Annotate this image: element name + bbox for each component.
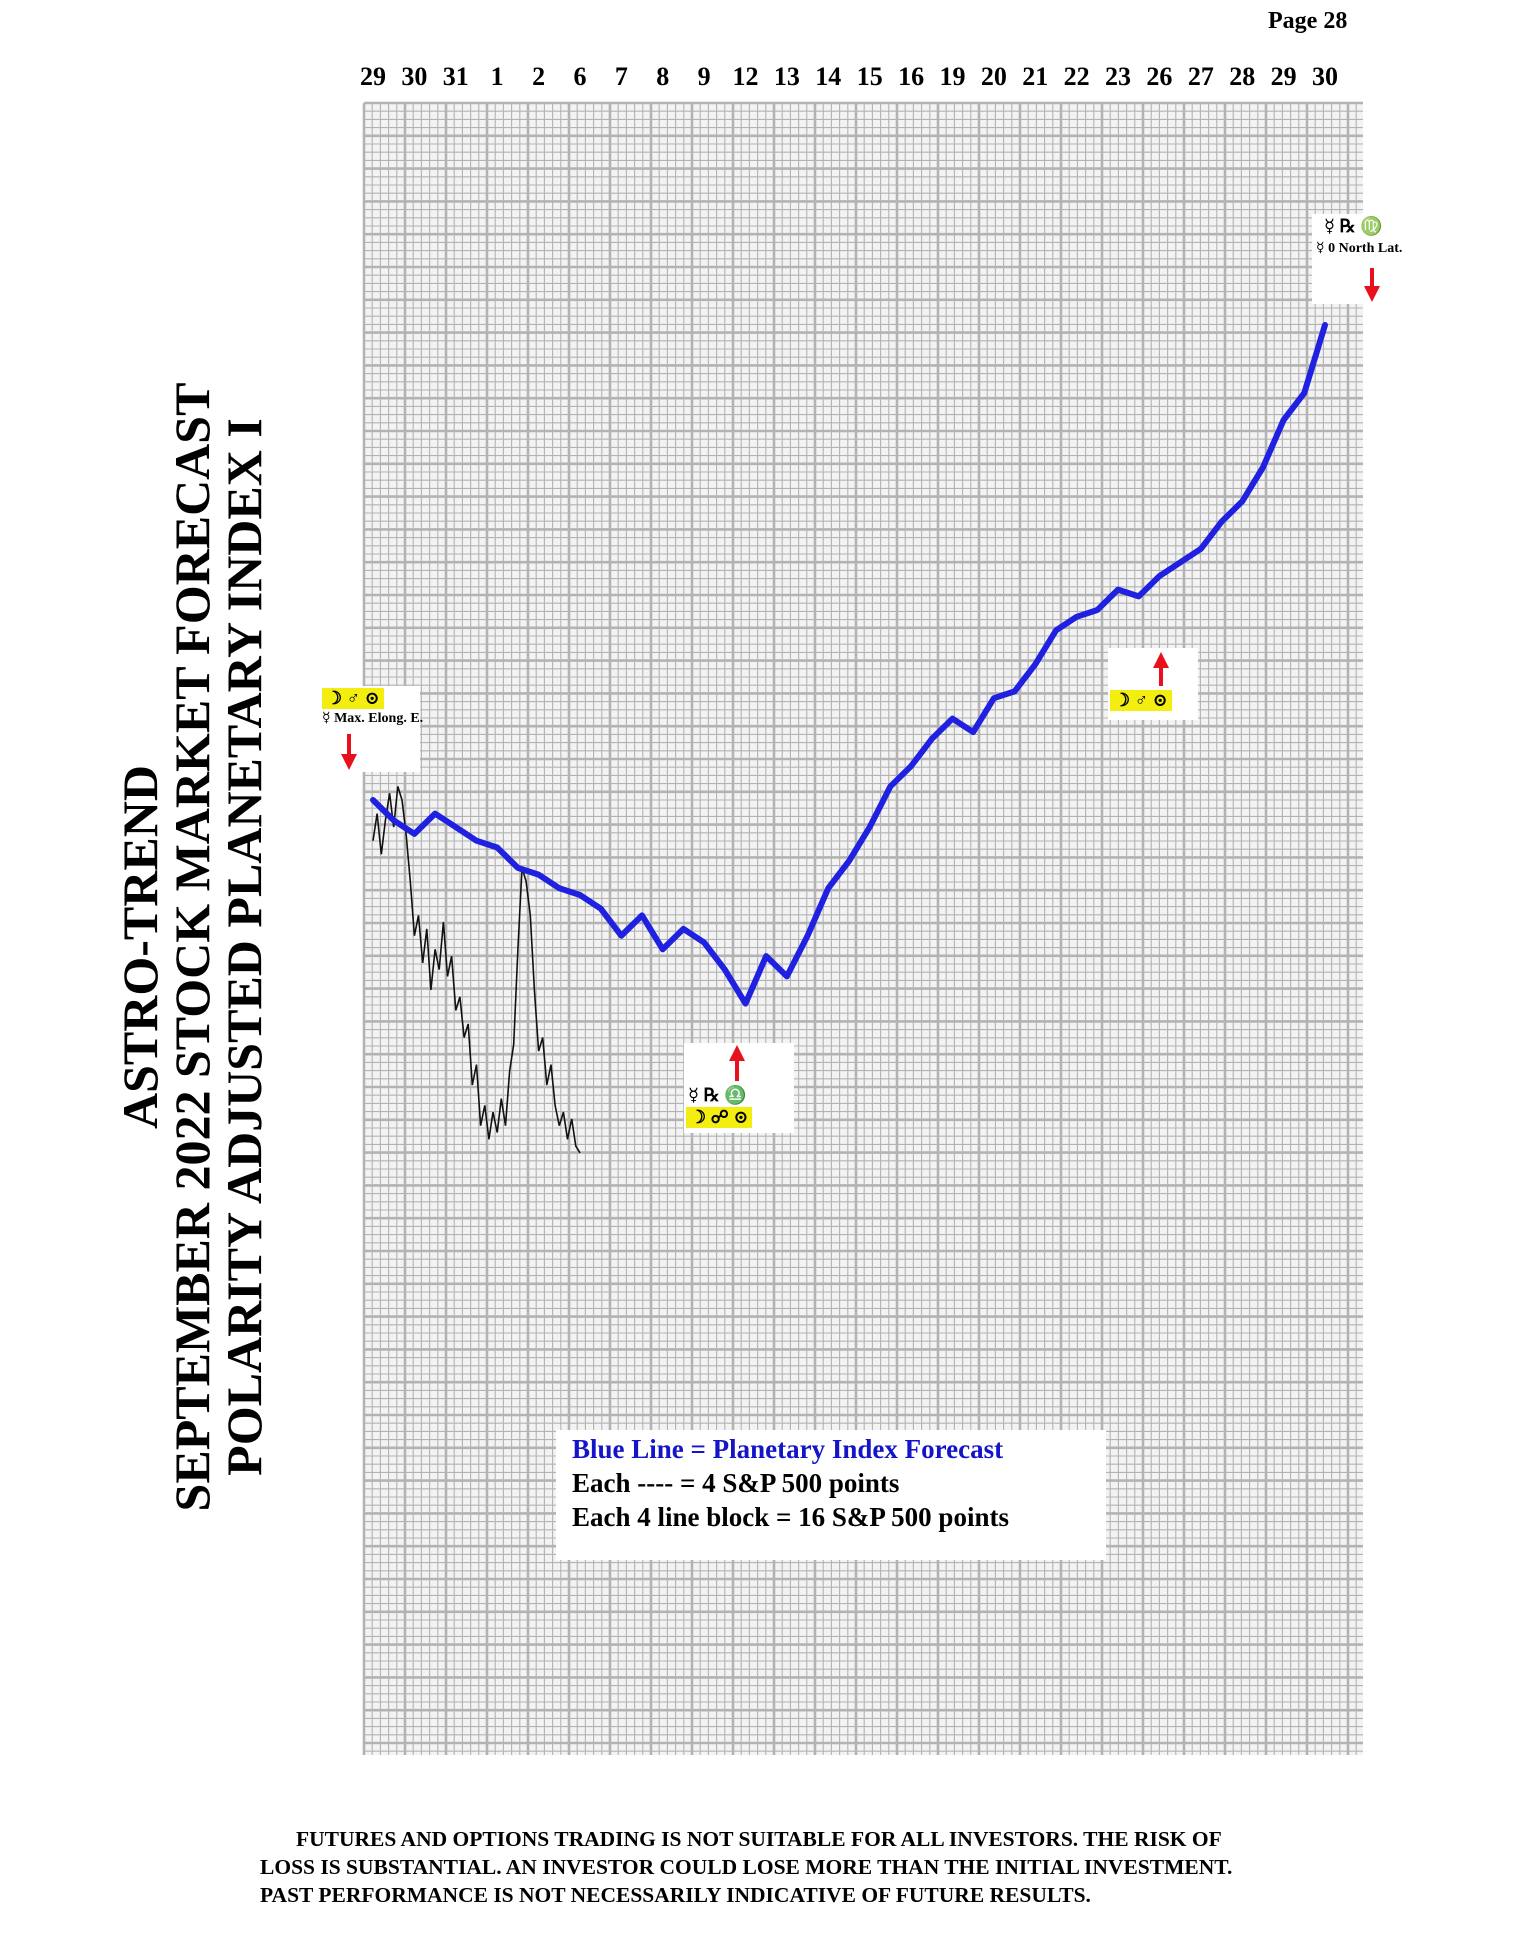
forecast-line (370, 322, 1328, 1007)
annotation-sep9: ☿ ℞ ♎ ☽ ☍ ⊙ (684, 1043, 794, 1133)
annotation-text: ☿ 0 North Lat. (1316, 241, 1403, 256)
x-tick-label: 13 (774, 62, 800, 91)
aspect-glyphs: ☽ ♂ ⊙ (322, 688, 384, 709)
annotation-sep30: ☿ ℞ ♍ ☿ 0 North Lat. (1312, 214, 1430, 304)
legend-scale-block: Each 4 line block = 16 S&P 500 points (572, 1502, 1009, 1532)
arrow-down-icon (1364, 268, 1380, 302)
x-tick-label: 19 (939, 62, 965, 91)
x-tick-label: 9 (698, 62, 711, 91)
x-tick-label: 2 (532, 62, 545, 91)
aspect-glyphs: ☽ ♂ ⊙ (1110, 690, 1172, 711)
x-tick-label: 16 (898, 62, 924, 91)
x-tick-label: 14 (815, 62, 841, 91)
annotation-aug29: ☽ ♂ ⊙ ☿ Max. Elong. E. (320, 686, 424, 772)
arrow-down-icon (341, 734, 357, 770)
x-tick-label: 31 (443, 62, 469, 91)
x-tick-labels: 29 30 31 1 2 6 7 8 9 12 13 14 15 16 19 20 21 22 23 26 27 28 29… (360, 62, 1338, 91)
arrow-up-icon (1153, 652, 1169, 686)
legend-scale-line: Each ---- = 4 S&P 500 points (572, 1468, 900, 1498)
x-tick-label: 20 (981, 62, 1007, 91)
annotation-text: ☿ Max. Elong. E. (322, 711, 424, 726)
arrow-up-icon (729, 1045, 745, 1081)
x-tick-label: 28 (1229, 62, 1255, 91)
forecast-series (370, 322, 1328, 1007)
x-tick-label: 1 (491, 62, 504, 91)
price-series (372, 786, 581, 1154)
x-tick-label: 30 (401, 62, 427, 91)
x-tick-label: 21 (1022, 62, 1048, 91)
legend-forecast: Blue Line = Planetary Index Forecast (572, 1434, 1004, 1464)
x-tick-label: 7 (615, 62, 628, 91)
disclaimer-line-3: PAST PERFORMANCE IS NOT NECESSARILY INDI… (260, 1883, 1091, 1907)
x-tick-label: 23 (1105, 62, 1131, 91)
disclaimer-line-2: LOSS IS SUBSTANTIAL. AN INVESTOR COULD L… (260, 1855, 1233, 1879)
x-tick-label: 22 (1064, 62, 1090, 91)
x-tick-label: 15 (857, 62, 883, 91)
x-tick-label: 29 (360, 62, 386, 91)
aspect-glyphs: ☽ ☍ ⊙ (686, 1107, 753, 1128)
x-tick-label: 12 (733, 62, 759, 91)
annotation-text: ☿ ℞ ♍ (1324, 216, 1383, 236)
x-tick-label: 30 (1312, 62, 1338, 91)
x-tick-label: 26 (1146, 62, 1172, 91)
x-tick-label: 29 (1271, 62, 1297, 91)
disclaimer-line-1: FUTURES AND OPTIONS TRADING IS NOT SUITA… (296, 1827, 1222, 1851)
disclaimer: FUTURES AND OPTIONS TRADING IS NOT SUITA… (260, 1825, 1440, 1909)
x-tick-label: 27 (1188, 62, 1214, 91)
page-number: Page 28 (1268, 8, 1348, 34)
x-tick-label: 8 (656, 62, 669, 91)
price-line (372, 786, 581, 1154)
x-tick-label: 6 (573, 62, 586, 91)
annotation-text: ☿ ℞ ♎ (688, 1085, 747, 1105)
chart-legend: Blue Line = Planetary Index Forecast Eac… (556, 1430, 1106, 1560)
annotation-sep26: ☽ ♂ ⊙ (1108, 648, 1198, 720)
